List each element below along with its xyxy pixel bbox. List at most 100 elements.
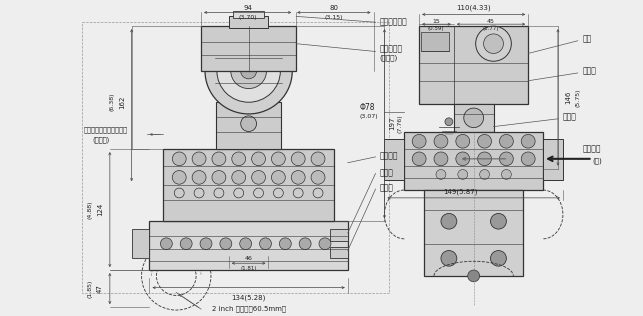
Text: (7.76): (7.76): [398, 114, 403, 133]
Circle shape: [319, 238, 331, 250]
Circle shape: [491, 251, 507, 266]
Circle shape: [231, 152, 246, 166]
Circle shape: [253, 188, 264, 198]
Circle shape: [192, 171, 206, 184]
Circle shape: [231, 53, 266, 88]
Circle shape: [240, 116, 257, 131]
Text: 134(5.28): 134(5.28): [231, 294, 266, 301]
Circle shape: [456, 152, 469, 166]
Text: (可选购): (可选购): [92, 136, 109, 143]
Circle shape: [521, 152, 535, 166]
Text: 94: 94: [243, 4, 252, 10]
Text: 46: 46: [245, 256, 253, 261]
Circle shape: [160, 238, 172, 250]
Circle shape: [299, 238, 311, 250]
Circle shape: [291, 152, 305, 166]
Circle shape: [476, 26, 511, 61]
Bar: [233, 10, 264, 18]
Bar: [82, 22, 390, 294]
Circle shape: [441, 214, 457, 229]
Bar: [385, 139, 404, 180]
Circle shape: [200, 238, 212, 250]
Text: (3.07): (3.07): [359, 114, 378, 119]
Text: (1.85): (1.85): [87, 279, 93, 298]
Circle shape: [240, 238, 251, 250]
Circle shape: [291, 171, 305, 184]
Circle shape: [521, 134, 535, 148]
Text: 80: 80: [329, 4, 338, 10]
Text: 47: 47: [97, 284, 103, 293]
Circle shape: [311, 171, 325, 184]
Circle shape: [311, 152, 325, 166]
Circle shape: [240, 63, 257, 79]
Text: (6.38): (6.38): [109, 93, 114, 112]
Text: 内藏显示表: 内藏显示表: [379, 44, 403, 53]
Circle shape: [500, 152, 513, 166]
Circle shape: [212, 171, 226, 184]
Circle shape: [271, 152, 285, 166]
Text: (5.75): (5.75): [575, 88, 580, 106]
Text: (3.15): (3.15): [325, 15, 343, 21]
Text: (1.81): (1.81): [240, 266, 257, 270]
Circle shape: [502, 170, 511, 179]
Bar: [404, 131, 543, 190]
Text: (4.88): (4.88): [87, 200, 93, 219]
Circle shape: [279, 238, 291, 250]
Circle shape: [260, 238, 271, 250]
Text: 45: 45: [487, 19, 494, 24]
Bar: [419, 26, 528, 104]
Circle shape: [500, 134, 513, 148]
Circle shape: [445, 118, 453, 126]
Circle shape: [271, 171, 285, 184]
Bar: [163, 149, 334, 221]
Text: 流体方向: 流体方向: [583, 145, 601, 154]
Text: 外部显示及信号调整接口: 外部显示及信号调整接口: [84, 126, 128, 133]
Text: 调零: 调零: [583, 34, 592, 43]
Circle shape: [194, 188, 204, 198]
Bar: [229, 16, 269, 28]
Text: 146: 146: [565, 91, 571, 104]
Bar: [201, 26, 296, 71]
Circle shape: [192, 152, 206, 166]
Bar: [132, 229, 150, 258]
Circle shape: [441, 251, 457, 266]
Circle shape: [180, 238, 192, 250]
Circle shape: [273, 188, 284, 198]
Bar: [330, 229, 348, 241]
Bar: [454, 104, 493, 131]
Circle shape: [434, 152, 448, 166]
Bar: [421, 32, 449, 52]
Circle shape: [205, 28, 293, 114]
Circle shape: [231, 171, 246, 184]
Circle shape: [478, 134, 491, 148]
Bar: [424, 190, 523, 276]
Text: (可选购): (可选购): [379, 54, 398, 61]
Circle shape: [484, 34, 503, 53]
Bar: [150, 221, 348, 270]
Circle shape: [434, 134, 448, 148]
Circle shape: [217, 40, 280, 102]
Circle shape: [251, 171, 266, 184]
Text: 端子侧: 端子侧: [583, 66, 597, 76]
Circle shape: [220, 238, 231, 250]
Text: 2 inch 管（直径60.5mm）: 2 inch 管（直径60.5mm）: [212, 306, 285, 313]
Bar: [543, 139, 563, 180]
Circle shape: [174, 188, 184, 198]
Text: Φ78: Φ78: [359, 103, 375, 112]
Circle shape: [436, 170, 446, 179]
Text: (0.59): (0.59): [428, 26, 444, 31]
Bar: [216, 102, 282, 149]
Circle shape: [293, 188, 303, 198]
Text: 导线管连接口: 导线管连接口: [379, 18, 407, 27]
Circle shape: [467, 270, 480, 282]
Text: 排气嘴: 排气嘴: [379, 168, 394, 177]
Text: 124: 124: [97, 203, 103, 216]
Circle shape: [464, 108, 484, 128]
Text: 149(5.87): 149(5.87): [444, 188, 478, 195]
Text: 110(4.33): 110(4.33): [457, 4, 491, 10]
Text: 197: 197: [390, 117, 395, 131]
Circle shape: [234, 188, 244, 198]
Text: (注): (注): [593, 157, 602, 164]
Text: 15: 15: [432, 19, 440, 24]
Circle shape: [412, 134, 426, 148]
